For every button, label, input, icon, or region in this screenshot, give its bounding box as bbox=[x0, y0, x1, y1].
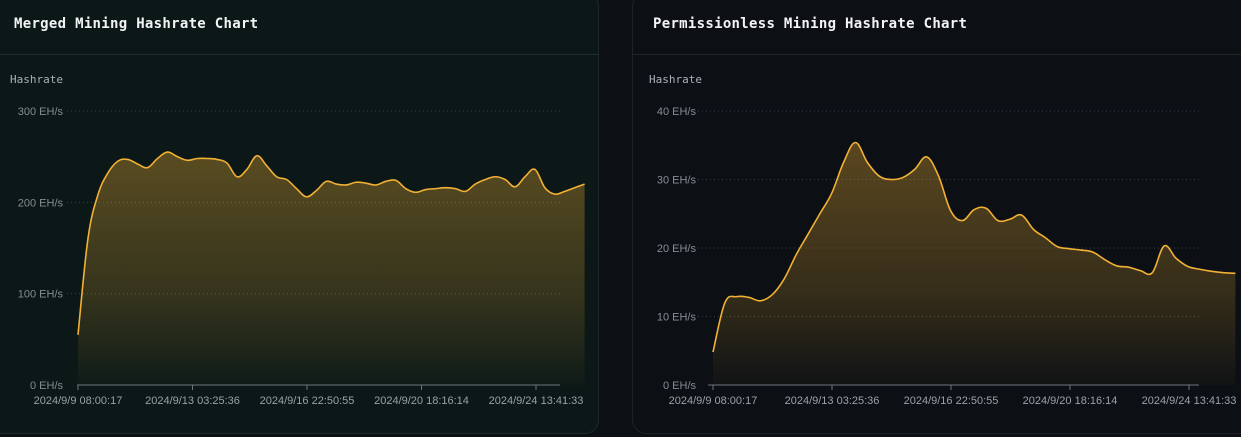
y-tick-label: 100 EH/s bbox=[18, 289, 64, 301]
merged-mining-panel: Merged Mining Hashrate Chart Hashrate 0 E… bbox=[0, 0, 599, 434]
y-tick-label: 30 EH/s bbox=[657, 175, 697, 187]
permissionless-mining-title: Permissionless Mining Hashrate Chart bbox=[653, 16, 968, 32]
y-tick-label: 20 EH/s bbox=[657, 243, 697, 255]
y-tick-label: 300 EH/s bbox=[18, 106, 64, 118]
y-tick-label: 200 EH/s bbox=[18, 197, 64, 209]
y-tick-label: 0 EH/s bbox=[663, 380, 697, 392]
x-tick-label: 2024/9/13 03:25:36 bbox=[145, 395, 240, 407]
x-tick-label: 2024/9/24 13:41:33 bbox=[1142, 395, 1237, 407]
x-tick-label: 2024/9/20 18:16:14 bbox=[1023, 395, 1118, 407]
y-tick-label: 0 EH/s bbox=[30, 380, 64, 392]
series-area bbox=[78, 152, 585, 385]
x-tick-label: 2024/9/13 03:25:36 bbox=[785, 395, 880, 407]
y-tick-label: 40 EH/s bbox=[657, 106, 697, 118]
x-tick-label: 2024/9/16 22:50:55 bbox=[904, 395, 999, 407]
series-line bbox=[77, 151, 585, 335]
permissionless-mining-panel: Permissionless Mining Hashrate Chart Has… bbox=[632, 0, 1241, 434]
y-axis-title: Hashrate bbox=[649, 73, 702, 86]
permissionless-mining-header: Permissionless Mining Hashrate Chart bbox=[633, 0, 1241, 55]
x-tick-label: 2024/9/9 08:00:17 bbox=[669, 395, 758, 407]
permissionless-mining-hashrate-chart: Hashrate 0 EH/s 10 EH/s 20 EH/s 30 EH/s 40 EH… bbox=[649, 73, 1237, 407]
merged-mining-hashrate-chart: Hashrate 0 EH/s 100 EH/s 200 EH/s 300 EH/s 20… bbox=[10, 73, 585, 407]
merged-mining-title: Merged Mining Hashrate Chart bbox=[14, 16, 259, 32]
x-tick-label: 2024/9/9 08:00:17 bbox=[34, 395, 123, 407]
x-tick-label: 2024/9/16 22:50:55 bbox=[260, 395, 355, 407]
merged-mining-header: Merged Mining Hashrate Chart bbox=[0, 0, 598, 55]
x-tick-label: 2024/9/20 18:16:14 bbox=[374, 395, 469, 407]
series-area bbox=[713, 142, 1236, 385]
series-line bbox=[712, 141, 1236, 353]
x-tick-label: 2024/9/24 13:41:33 bbox=[489, 395, 584, 407]
y-axis-title: Hashrate bbox=[10, 73, 63, 86]
y-tick-label: 10 EH/s bbox=[657, 312, 697, 324]
